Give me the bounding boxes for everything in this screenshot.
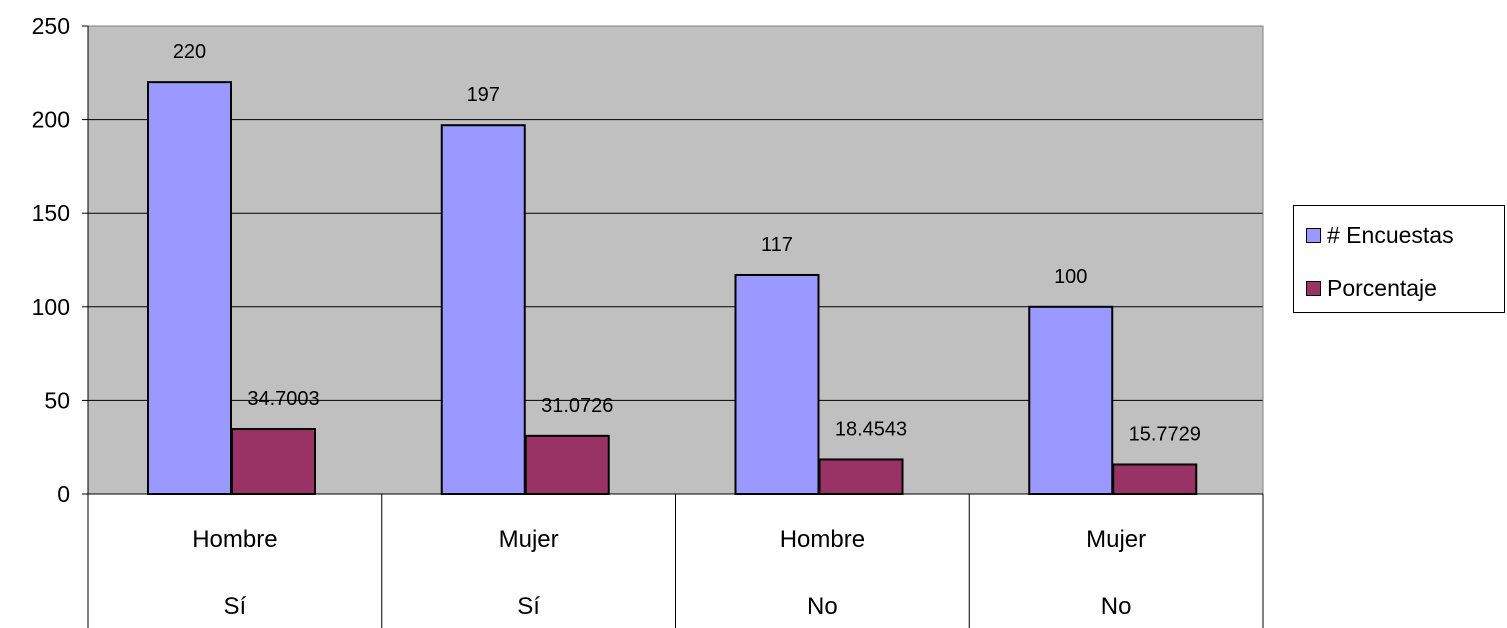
- y-tick-label: 250: [32, 13, 70, 39]
- bar-porcentaje: [818, 458, 904, 495]
- group-label: No: [807, 593, 838, 620]
- group-label: No: [1101, 593, 1132, 620]
- legend-item-encuestas: # Encuestas: [1306, 222, 1454, 249]
- y-tick-label: 100: [32, 294, 70, 320]
- legend-label-encuestas: # Encuestas: [1327, 222, 1454, 248]
- data-label: 117: [761, 234, 793, 256]
- data-label: 100: [1054, 266, 1087, 288]
- y-tick-label: 0: [57, 481, 70, 507]
- data-label: 34.7003: [247, 388, 319, 410]
- data-label: 197: [467, 84, 500, 106]
- data-label: 31.0726: [541, 395, 613, 417]
- bar-porcentaje: [1112, 463, 1198, 496]
- legend-label-porcentaje: Porcentaje: [1327, 275, 1437, 301]
- bar-encuestas: [734, 273, 820, 496]
- data-label: 18.4543: [835, 418, 907, 440]
- bar-porcentaje: [524, 434, 610, 495]
- bar-porcentaje: [231, 428, 316, 496]
- bar-encuestas: [147, 81, 232, 495]
- category-label: Hombre: [192, 526, 277, 553]
- category-label: Mujer: [499, 526, 559, 553]
- bar-encuestas: [440, 124, 526, 495]
- group-label: Sí: [224, 593, 247, 620]
- bar-encuestas: [1028, 305, 1114, 495]
- legend-swatch-encuestas: [1306, 228, 1321, 243]
- legend-swatch-porcentaje: [1306, 281, 1321, 296]
- legend-item-porcentaje: Porcentaje: [1306, 275, 1437, 302]
- group-label: Sí: [517, 593, 540, 620]
- y-tick-label: 200: [32, 107, 70, 133]
- y-tick-label: 50: [44, 387, 70, 413]
- y-tick-label: 150: [32, 200, 70, 226]
- legend: # Encuestas Porcentaje: [1293, 205, 1505, 313]
- category-label: Mujer: [1086, 526, 1146, 553]
- data-label: 15.7729: [1129, 423, 1201, 445]
- data-label: 220: [173, 41, 206, 63]
- category-label: Hombre: [780, 526, 865, 553]
